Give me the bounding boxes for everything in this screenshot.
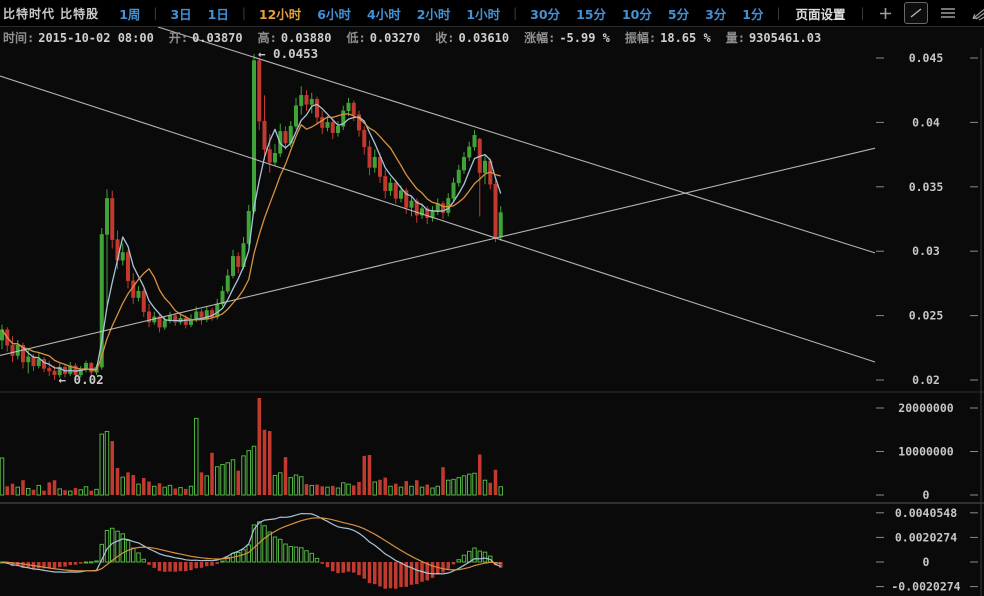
kline-chart[interactable]: 0.045 0.04 0.035 0.03 0.025 0.02 20000000 10000… [0,26,984,596]
toolbar: 比特时代 比特股 1周 | 3日 1日 | 12小时 6小时 4小时 2小时 1小时 | 30分 15分… [0,0,984,27]
trendline-2 [0,75,876,363]
svg-text:0.03: 0.03 [912,244,940,258]
timeframe-10分[interactable]: 10分 [621,6,652,22]
separator: | [776,6,781,20]
price-annotations: ← 0.0453 ← 0.02 [59,46,319,387]
brand-label: 比特时代 比特股 [3,6,100,21]
separator: | [513,6,518,20]
timeframe-1分[interactable]: 1分 [742,6,764,22]
separator: | [860,6,865,20]
draw-arrow-icon[interactable] [968,5,984,22]
page-settings-button[interactable]: 页面设置 [795,6,846,22]
trendline-1 [157,26,876,254]
trendlines[interactable] [0,26,876,363]
svg-text:0.035: 0.035 [909,180,944,194]
chart-area: 0.045 0.04 0.035 0.03 0.025 0.02 20000000 10000… [0,26,984,596]
separator: | [241,6,246,20]
timeframe-1周[interactable]: 1周 [119,6,141,22]
macd-pane [0,512,503,589]
svg-text:0.045: 0.045 [909,51,944,65]
axis-labels: 0.045 0.04 0.035 0.03 0.025 0.02 20000000 10000… [876,51,978,594]
timeframe-6小时[interactable]: 6小时 [317,6,351,22]
svg-text:0: 0 [923,555,930,569]
timeframe-4小时[interactable]: 4小时 [367,6,401,22]
timeframe-30分[interactable]: 30分 [530,6,561,22]
svg-text:0.04: 0.04 [912,115,940,129]
trendline-3 [0,147,876,357]
volume-pane [0,397,503,496]
svg-text:20000000: 20000000 [898,401,953,415]
svg-text:← 0.0453: ← 0.0453 [258,46,318,61]
timeframe-12小时[interactable]: 12小时 [258,6,302,22]
pane-dividers [0,48,984,596]
timeframe-5分[interactable]: 5分 [667,6,690,22]
ma-lines [1,103,502,372]
timeframe-3分[interactable]: 3分 [705,6,727,22]
svg-text:0: 0 [923,488,930,502]
menu-icon[interactable] [939,5,957,21]
timeframe-1日[interactable]: 1日 [207,6,229,22]
timeframe-buttons: 1周 | 3日 1日 | 12小时 6小时 4小时 2小时 1小时 | 30分 15分 10分 5分 3分 1分 [111,4,771,23]
svg-text:0.0040548: 0.0040548 [895,506,957,520]
timeframe-1小时[interactable]: 1小时 [466,6,501,22]
ma10-line [1,113,501,371]
macd-dea-line [1,517,501,572]
ma5-line [1,103,502,372]
svg-text:0.025: 0.025 [909,309,944,323]
svg-text:-0.0020274: -0.0020274 [891,580,960,594]
trendline-tool-icon[interactable] [903,2,928,24]
timeframe-2小时[interactable]: 2小时 [416,6,451,22]
timeframe-3日[interactable]: 3日 [170,6,192,22]
separator: | [153,6,158,20]
timeframe-15分[interactable]: 15分 [576,6,606,22]
candles-pane [0,54,503,380]
svg-text:0.0020274: 0.0020274 [895,530,957,544]
add-icon[interactable] [878,6,893,21]
svg-text:10000000: 10000000 [898,445,953,459]
svg-text:0.02: 0.02 [912,373,940,387]
svg-text:← 0.02: ← 0.02 [59,372,104,387]
drawing-tools [878,2,984,24]
